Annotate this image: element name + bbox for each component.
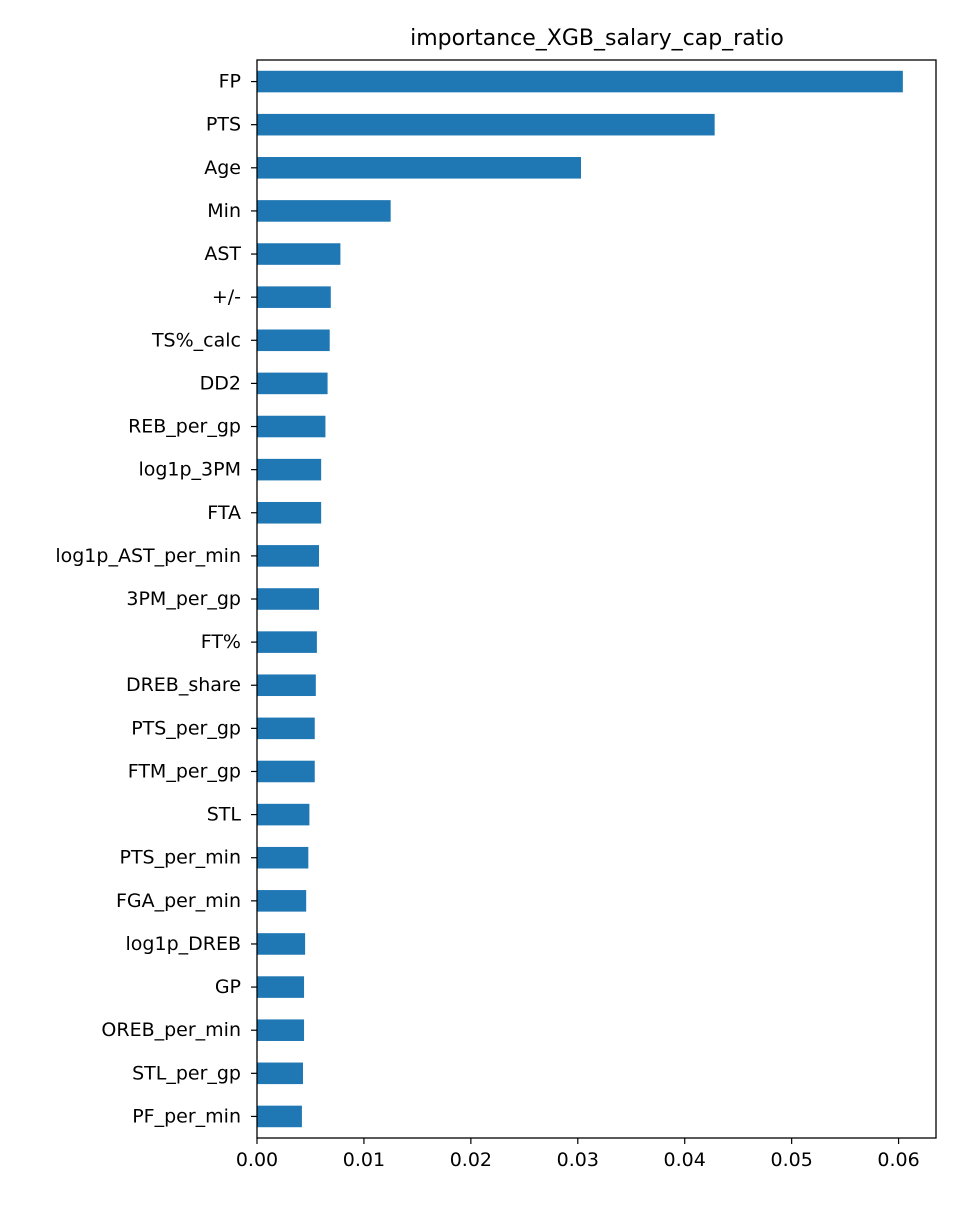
bar-1 (257, 113, 715, 136)
bar-16 (257, 760, 315, 783)
bar-15 (257, 717, 315, 740)
bar-3 (257, 200, 391, 222)
y-tick-label: FGA_per_min (116, 890, 241, 912)
bar-7 (257, 372, 328, 395)
bar-24 (257, 1105, 302, 1128)
bar-19 (257, 890, 307, 912)
y-tick-label: STL_per_gp (132, 1062, 241, 1084)
x-tick-label: 0.06 (877, 1149, 919, 1171)
bar-0 (257, 70, 903, 93)
y-tick-label: STL (207, 804, 242, 826)
y-tick-label: AST (204, 243, 241, 265)
x-tick-label: 0.02 (450, 1149, 492, 1171)
bar-18 (257, 846, 309, 869)
y-tick-label: FT% (201, 631, 241, 653)
bar-22 (257, 1019, 305, 1041)
y-tick-label: PTS_per_min (119, 847, 241, 869)
plot-frame (256, 59, 937, 1139)
bar-23 (257, 1062, 303, 1085)
y-tick-label: FTM_per_gp (128, 760, 241, 782)
bar-20 (257, 933, 306, 955)
bar-12 (257, 588, 320, 610)
y-tick-label: PTS (206, 114, 241, 136)
y-tick-label: FTA (207, 502, 241, 524)
bar-2 (257, 157, 581, 179)
bar-9 (257, 458, 322, 481)
bar-6 (257, 329, 330, 352)
y-tick-label: GP (215, 976, 241, 998)
bar-11 (257, 545, 320, 567)
chart-title: importance_XGB_salary_cap_ratio (410, 26, 784, 51)
x-tick-label: 0.00 (236, 1149, 278, 1171)
y-tick-label: PTS_per_gp (131, 717, 241, 739)
bar-17 (257, 803, 310, 826)
bar-4 (257, 243, 341, 265)
x-axis-ticks: 0.00 0.01 0.02 0.03 0.04 0.05 0.06 (236, 1138, 920, 1171)
y-tick-label: DD2 (200, 372, 241, 394)
y-tick-label: DREB_share (126, 674, 241, 696)
x-tick-label: 0.05 (770, 1149, 812, 1171)
bar-5 (257, 286, 331, 308)
bar-8 (257, 415, 326, 438)
bar-21 (257, 976, 305, 998)
bar-13 (257, 631, 317, 653)
y-tick-label: REB_per_gp (128, 416, 241, 438)
y-tick-label: OREB_per_min (101, 1019, 241, 1041)
x-tick-label: 0.01 (343, 1149, 385, 1171)
y-tick-label: Min (207, 200, 241, 222)
x-tick-label: 0.04 (664, 1149, 706, 1171)
y-tick-label: PF_per_min (132, 1105, 241, 1127)
y-tick-label: FP (219, 71, 241, 93)
bar-14 (257, 674, 316, 697)
y-tick-label: TS%_calc (151, 329, 241, 351)
bar-10 (257, 501, 322, 524)
y-axis-ticks: FP PTS Age Min AST +/- TS%_calc DD2 REB_per_gplo… (55, 71, 257, 1127)
bars-group (257, 70, 903, 1128)
y-tick-label: 3PM_per_gp (126, 588, 241, 610)
y-tick-label: log1p_AST_per_min (55, 545, 241, 567)
x-tick-label: 0.03 (557, 1149, 599, 1171)
y-tick-label: log1p_DREB (126, 933, 241, 955)
y-tick-label: +/- (212, 286, 241, 308)
y-tick-label: Age (204, 157, 241, 179)
y-tick-label: log1p_3PM (138, 459, 241, 481)
